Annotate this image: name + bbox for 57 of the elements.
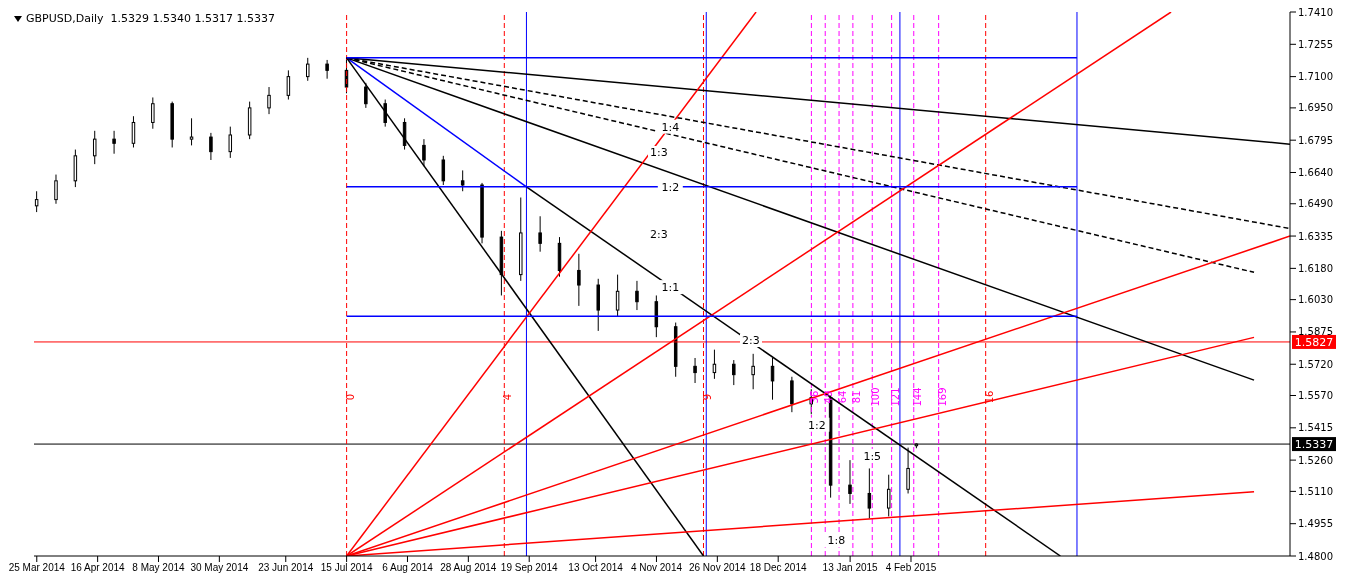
y-tick-label: 1.6795: [1298, 134, 1333, 146]
ref-line-label: 1.5337: [1294, 438, 1334, 452]
x-tick-label: 13 Oct 2014: [568, 562, 624, 574]
y-tick-label: 1.5720: [1298, 358, 1333, 370]
y-tick-label: 1.6030: [1298, 294, 1333, 306]
y-tick-label: 1.5415: [1298, 422, 1333, 434]
ref-line-label: 1.5827: [1294, 335, 1334, 349]
x-tick-label: 4 Nov 2014: [630, 562, 683, 574]
y-tick-label: 1.5875: [1298, 326, 1333, 338]
annotation: 2:3: [648, 228, 670, 241]
y-tick-label: 1.6950: [1298, 102, 1333, 114]
y-tick-label: 1.6640: [1298, 167, 1333, 179]
x-tick-label: 13 Jan 2015: [822, 562, 879, 574]
x-tick-label: 19 Sep 2014: [500, 562, 558, 574]
ref-line-label: 81: [850, 390, 862, 404]
x-tick-label: 8 May 2014: [132, 562, 186, 574]
x-tick-label: 16 Apr 2014: [70, 562, 126, 574]
ref-line-label: 64: [837, 390, 849, 404]
ref-line-label: 49: [823, 390, 835, 404]
x-tick-label: 6 Aug 2014: [382, 562, 434, 574]
x-tick-label: 18 Dec 2014: [749, 562, 807, 574]
chart-title: GBPUSD,Daily 1.5329 1.5340 1.5317 1.5337: [26, 12, 275, 25]
x-tick-label: 4 Feb 2015: [885, 562, 937, 574]
ref-line-label: 121: [889, 387, 901, 407]
y-tick-label: 1.7410: [1298, 6, 1333, 18]
x-tick-label: 30 May 2014: [190, 562, 249, 574]
x-tick-label: 23 Jun 2014: [258, 562, 314, 574]
y-tick-label: 1.5570: [1298, 390, 1333, 402]
annotation: 1:2: [661, 180, 680, 194]
ref-line-label: 0: [344, 393, 356, 401]
annotation: 1:4: [661, 120, 680, 134]
ref-line-label: 9: [701, 393, 713, 401]
y-tick-label: 1.4955: [1298, 518, 1333, 530]
y-tick-label: 1.7255: [1298, 38, 1333, 50]
ref-line-label: 100: [870, 387, 882, 407]
x-tick-label: 15 Jul 2014: [320, 562, 373, 574]
annotation: 1:5: [863, 449, 882, 463]
y-tick-label: 1.7100: [1298, 71, 1333, 83]
x-tick-label: 26 Nov 2014: [688, 562, 747, 574]
annotation: 2:3: [740, 334, 762, 347]
y-tick-label: 1.5260: [1298, 454, 1333, 466]
y-tick-label: 1.4800: [1298, 550, 1333, 562]
x-tick-label: 25 Mar 2014: [8, 562, 66, 574]
y-tick-label: 1.6180: [1298, 262, 1333, 274]
x-tick-label: 28 Aug 2014: [440, 562, 497, 574]
ref-line-label: 144: [911, 387, 923, 407]
ref-line-label: 169: [936, 387, 948, 407]
ref-line-label: 36: [809, 390, 821, 404]
annotation: 1:1: [661, 281, 680, 295]
ref-line-label: 16: [983, 390, 995, 404]
annotation: 1:3: [648, 146, 670, 159]
ref-line-label: 4: [502, 393, 514, 401]
y-tick-label: 1.6335: [1298, 230, 1333, 242]
annotation: 1:2: [808, 418, 826, 432]
y-tick-label: 1.5110: [1298, 485, 1333, 497]
y-tick-label: 1.6490: [1298, 198, 1333, 210]
annotation: 1:8: [827, 534, 846, 548]
